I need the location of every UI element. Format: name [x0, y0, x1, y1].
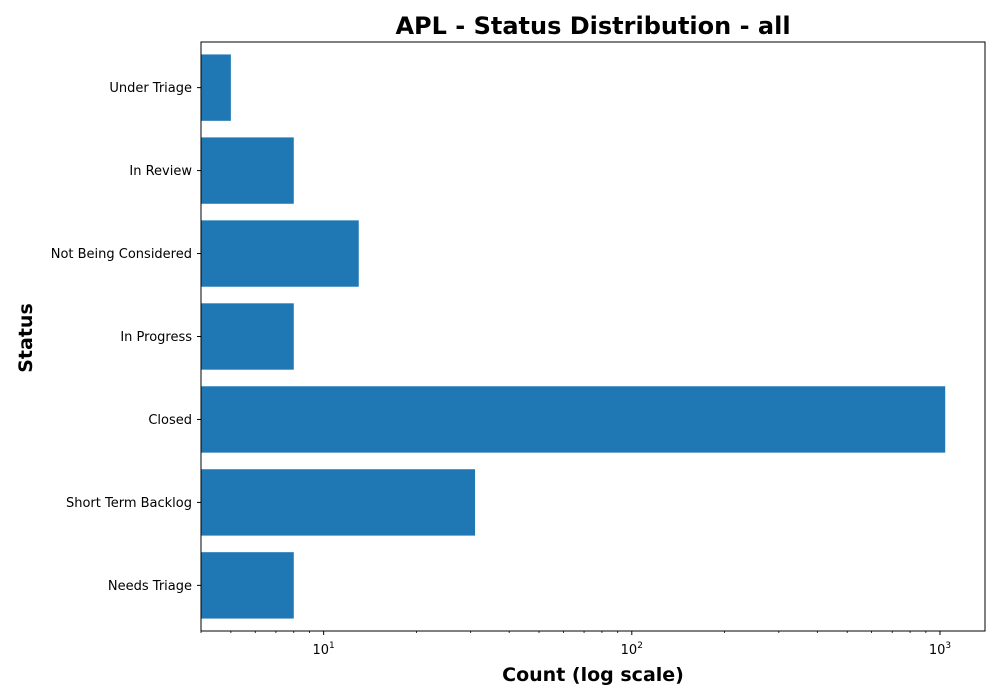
x-axis-label: Count (log scale) [502, 664, 684, 686]
bar-short-term-backlog [201, 469, 476, 536]
y-tick-label-under-triage: Under Triage [109, 81, 192, 96]
x-tick-label: 101 [312, 641, 334, 658]
y-tick-label-short-term-backlog: Short Term Backlog [66, 496, 192, 511]
bar-in-progress [201, 303, 294, 370]
x-axis: 101 102 103 [200, 631, 951, 658]
y-tick-label-not-being-considered: Not Being Considered [51, 247, 192, 262]
y-tick-label-closed: Closed [148, 413, 192, 428]
chart-title: APL - Status Distribution - all [395, 12, 790, 40]
x-tick-label: 103 [929, 641, 951, 658]
bar-in-review [201, 137, 294, 204]
y-tick-label-in-review: In Review [129, 164, 192, 179]
bar-not-being-considered [201, 220, 359, 287]
bar-needs-triage [201, 552, 294, 619]
bar-under-triage [201, 54, 231, 121]
plot-frame [200, 41, 986, 632]
y-axis-label: Status [15, 303, 37, 373]
y-tick-label-in-progress: In Progress [120, 330, 192, 345]
y-tick-label-needs-triage: Needs Triage [108, 579, 192, 594]
bars-group [201, 54, 946, 619]
x-tick-label: 102 [621, 641, 643, 658]
y-axis: Needs Triage Short Term Backlog Closed In P… [51, 81, 201, 594]
bar-closed [201, 386, 946, 453]
